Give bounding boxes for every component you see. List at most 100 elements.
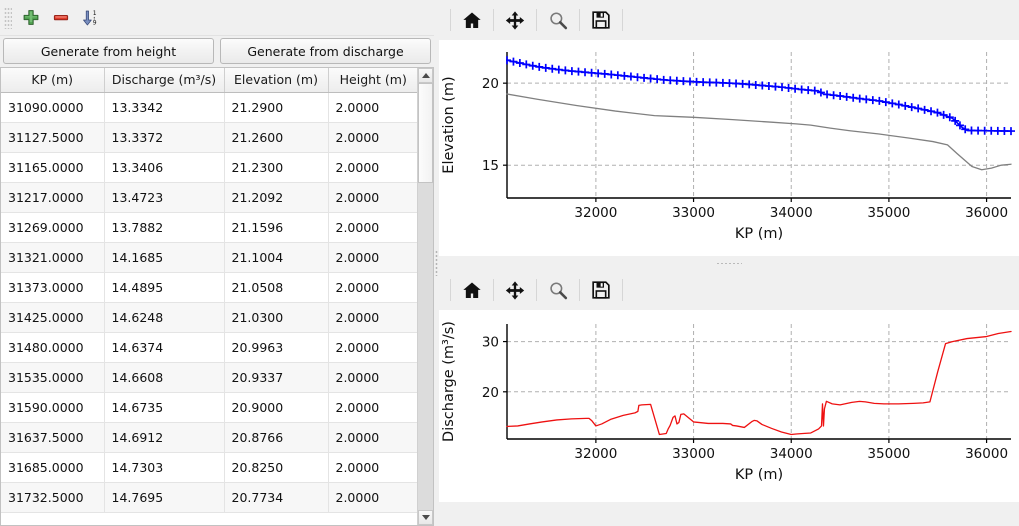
table-row[interactable]: 31217.0000 13.4723 21.2092 2.0000 [1, 182, 417, 213]
cell-discharge[interactable]: 13.3406 [104, 152, 225, 183]
cell-kp[interactable]: 31732.5000 [1, 482, 105, 513]
floppy-disk-icon [592, 11, 610, 29]
discharge-pan-button[interactable] [499, 275, 531, 305]
elevation-chart-canvas[interactable]: 32000 33000 34000 35000 36000 15 20 KP (m) Eleva… [439, 40, 1019, 256]
cell-kp[interactable]: 31269.0000 [1, 212, 105, 243]
cell-discharge[interactable]: 14.6735 [104, 392, 225, 423]
cell-elevation[interactable]: 20.9963 [224, 332, 329, 363]
cell-elevation[interactable]: 21.2300 [224, 152, 329, 183]
cell-height[interactable]: 2.0000 [328, 482, 417, 513]
discharge-zoom-button[interactable] [542, 275, 574, 305]
cell-kp[interactable]: 31321.0000 [1, 242, 105, 273]
cell-discharge[interactable]: 13.3342 [104, 92, 225, 123]
table-row[interactable]: 31321.0000 14.1685 21.1004 2.0000 [1, 242, 417, 273]
scrollbar-track[interactable] [418, 83, 433, 510]
table-row[interactable]: 31127.5000 13.3372 21.2600 2.0000 [1, 122, 417, 153]
scroll-down-button[interactable] [418, 510, 433, 525]
cell-height[interactable]: 2.0000 [328, 122, 417, 153]
table-row[interactable]: 31269.0000 13.7882 21.1596 2.0000 [1, 212, 417, 243]
cell-kp[interactable]: 31217.0000 [1, 182, 105, 213]
cell-discharge[interactable]: 14.7695 [104, 482, 225, 513]
svg-text:KP (m): KP (m) [735, 467, 783, 483]
elevation-home-button[interactable] [456, 5, 488, 35]
elevation-pan-button[interactable] [499, 5, 531, 35]
cell-elevation[interactable]: 21.2092 [224, 182, 329, 213]
cell-elevation[interactable]: 21.1004 [224, 242, 329, 273]
cell-elevation[interactable]: 20.9337 [224, 362, 329, 393]
cell-height[interactable]: 2.0000 [328, 92, 417, 123]
table-row[interactable]: 31535.0000 14.6608 20.9337 2.0000 [1, 362, 417, 393]
cell-discharge[interactable]: 14.1685 [104, 242, 225, 273]
table-row[interactable]: 31637.5000 14.6912 20.8766 2.0000 [1, 422, 417, 453]
cell-height[interactable]: 2.0000 [328, 422, 417, 453]
cell-kp[interactable]: 31685.0000 [1, 452, 105, 483]
cell-height[interactable]: 2.0000 [328, 362, 417, 393]
cell-elevation[interactable]: 20.8250 [224, 452, 329, 483]
cell-height[interactable]: 2.0000 [328, 302, 417, 333]
toolbar-drag-handle[interactable] [4, 6, 12, 29]
cell-elevation[interactable]: 21.2900 [224, 92, 329, 123]
cell-elevation[interactable]: 20.9000 [224, 392, 329, 423]
cell-elevation[interactable]: 20.8766 [224, 422, 329, 453]
cell-elevation[interactable]: 20.7734 [224, 482, 329, 513]
table-row[interactable]: 31590.0000 14.6735 20.9000 2.0000 [1, 392, 417, 423]
table-row[interactable]: 31732.5000 14.7695 20.7734 2.0000 [1, 482, 417, 513]
table-row[interactable]: 31425.0000 14.6248 21.0300 2.0000 [1, 302, 417, 333]
generate-from-discharge-button[interactable]: Generate from discharge [220, 38, 431, 64]
cell-discharge[interactable]: 14.7303 [104, 452, 225, 483]
table-row[interactable]: 31685.0000 14.7303 20.8250 2.0000 [1, 452, 417, 483]
cell-height[interactable]: 2.0000 [328, 212, 417, 243]
generate-from-height-button[interactable]: Generate from height [3, 38, 214, 64]
cell-kp[interactable]: 31425.0000 [1, 302, 105, 333]
data-table-scroll-area[interactable]: KP (m) Discharge (m³/s) Elevation (m) He… [1, 68, 417, 525]
add-row-button[interactable] [16, 4, 46, 32]
table-row[interactable]: 31165.0000 13.3406 21.2300 2.0000 [1, 152, 417, 183]
cell-height[interactable]: 2.0000 [328, 392, 417, 423]
table-row[interactable]: 31090.0000 13.3342 21.2900 2.0000 [1, 92, 417, 123]
cell-height[interactable]: 2.0000 [328, 272, 417, 303]
column-header-discharge[interactable]: Discharge (m³/s) [104, 68, 225, 93]
column-header-kp[interactable]: KP (m) [1, 68, 105, 93]
scroll-up-button[interactable] [418, 68, 433, 83]
cell-kp[interactable]: 31590.0000 [1, 392, 105, 423]
cell-discharge[interactable]: 13.3372 [104, 122, 225, 153]
cell-kp[interactable]: 31480.0000 [1, 332, 105, 363]
cell-kp[interactable]: 31373.0000 [1, 272, 105, 303]
remove-row-button[interactable] [46, 4, 76, 32]
column-header-elevation[interactable]: Elevation (m) [224, 68, 329, 93]
table-row[interactable]: 31480.0000 14.6374 20.9963 2.0000 [1, 332, 417, 363]
cell-height[interactable]: 2.0000 [328, 152, 417, 183]
scrollbar-thumb[interactable] [418, 83, 433, 183]
cell-kp[interactable]: 31535.0000 [1, 362, 105, 393]
cell-discharge[interactable]: 13.4723 [104, 182, 225, 213]
cell-height[interactable]: 2.0000 [328, 452, 417, 483]
cell-elevation[interactable]: 21.1596 [224, 212, 329, 243]
cell-kp[interactable]: 31090.0000 [1, 92, 105, 123]
horizontal-splitter[interactable] [439, 256, 1019, 270]
vertical-splitter[interactable] [434, 0, 439, 526]
cell-discharge[interactable]: 14.6608 [104, 362, 225, 393]
sort-button[interactable]: 1 9 [76, 4, 106, 32]
cell-elevation[interactable]: 21.0300 [224, 302, 329, 333]
cell-height[interactable]: 2.0000 [328, 182, 417, 213]
table-row[interactable]: 31373.0000 14.4895 21.0508 2.0000 [1, 272, 417, 303]
discharge-home-button[interactable] [456, 275, 488, 305]
cell-discharge[interactable]: 14.6248 [104, 302, 225, 333]
cell-height[interactable]: 2.0000 [328, 242, 417, 273]
elevation-save-button[interactable] [585, 5, 617, 35]
cell-height[interactable]: 2.0000 [328, 332, 417, 363]
cell-kp[interactable]: 31637.5000 [1, 422, 105, 453]
cell-discharge[interactable]: 14.4895 [104, 272, 225, 303]
discharge-save-button[interactable] [585, 275, 617, 305]
discharge-chart-canvas[interactable]: 32000 33000 34000 35000 36000 20 30 KP (m) Disch… [439, 310, 1019, 502]
column-header-height[interactable]: Height (m) [328, 68, 417, 93]
cell-elevation[interactable]: 21.2600 [224, 122, 329, 153]
elevation-zoom-button[interactable] [542, 5, 574, 35]
cell-discharge[interactable]: 14.6912 [104, 422, 225, 453]
table-vertical-scrollbar[interactable] [417, 68, 433, 525]
cell-discharge[interactable]: 13.7882 [104, 212, 225, 243]
cell-kp[interactable]: 31127.5000 [1, 122, 105, 153]
cell-discharge[interactable]: 14.6374 [104, 332, 225, 363]
cell-elevation[interactable]: 21.0508 [224, 272, 329, 303]
cell-kp[interactable]: 31165.0000 [1, 152, 105, 183]
